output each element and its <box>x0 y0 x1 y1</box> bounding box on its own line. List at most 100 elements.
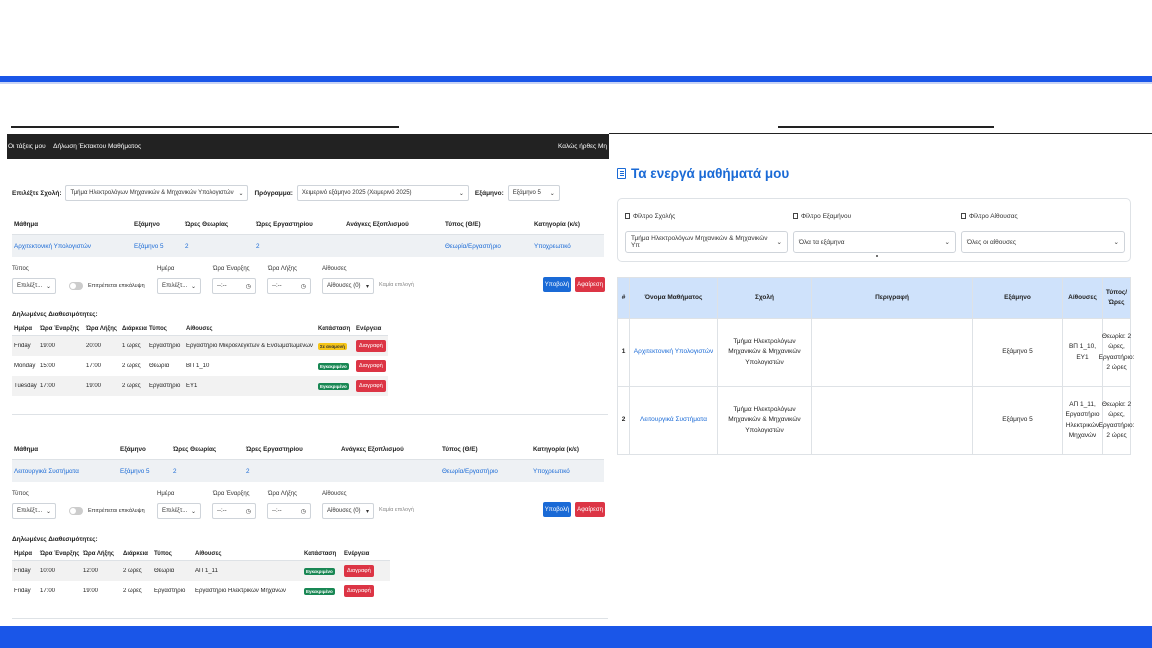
type-select[interactable]: Επιλέξτ... ⌄ <box>12 278 56 294</box>
slot-header-cell: Ενέργεια <box>344 550 370 557</box>
bottom-accent-band <box>0 626 1152 648</box>
slot-header-cell: Κατάσταση <box>318 325 351 332</box>
end-time-input[interactable]: --:-- ◷ <box>267 278 311 294</box>
slot-header-cell: Ώρα Έναρξης <box>40 550 80 557</box>
slot-header-cell: Ενέργεια <box>356 325 382 332</box>
chevron-down-icon: ⌄ <box>1113 239 1119 246</box>
school-filter-label: Φίλτρο Σχολής <box>625 213 675 220</box>
delete-button[interactable]: Διαγραφή <box>344 565 374 577</box>
rooms-select[interactable]: Αίθουσες (0) ▾ <box>322 503 374 519</box>
row-name[interactable]: Λειτουργικά Συστήματα <box>630 387 718 454</box>
start-label: Ώρα Έναρξης <box>213 491 250 497</box>
slot-rooms: ΑΠ 1_11 <box>195 568 218 574</box>
top-accent-band <box>0 76 1152 82</box>
semester-filter-label: Φίλτρο Εξαμήνου <box>793 213 851 220</box>
section-divider <box>12 414 608 415</box>
day-select[interactable]: Επιλέξτ... ⌄ <box>157 278 201 294</box>
course-name[interactable]: Λειτουργικά Συστήματα <box>14 467 79 475</box>
delete-button[interactable]: Διαγραφή <box>356 340 386 352</box>
semester-select[interactable]: Εξάμηνο 5 ⌄ <box>507 185 560 201</box>
room-filter-select[interactable]: Όλες οι αίθουσες ⌄ <box>961 231 1125 253</box>
overlap-toggle[interactable] <box>69 507 83 515</box>
reset-button[interactable]: Αφαίρεση <box>575 277 605 292</box>
slot-header-cell: Αίθουσες <box>186 325 213 332</box>
top-accent-shadow <box>0 82 1152 84</box>
delete-button[interactable]: Διαγραφή <box>356 360 386 372</box>
slot-header-cell: Ώρα Έναρξης <box>40 325 80 332</box>
type-label: Τύπος <box>12 266 29 272</box>
status-cell: Εγκεκριμένο <box>302 567 342 575</box>
slot-type: Εργαστήριο <box>149 343 181 349</box>
row-name[interactable]: Αρχιτεκτονική Υπολογιστών <box>630 319 718 386</box>
row-rooms: ΑΠ 1_11, Εργαστήριο Ηλεκτρικών Μηχανών <box>1063 387 1103 454</box>
program-select[interactable]: Χειμερινό εξάμηνο 2025 (Χειμερινό 2025) ⌄ <box>296 185 469 201</box>
header-cell: Όνομα Μαθήματος <box>630 278 718 318</box>
slot-start: 10:00 <box>40 568 56 574</box>
table-row: Friday 19:00 20:00 1 ώρες Εργαστήριο Εργαστήρ… <box>12 336 388 356</box>
slots-table-header: Ημέρα Ώρα Έναρξης Ώρα Λήξης Διάρκεια Τύπος Αί… <box>12 547 390 561</box>
rooms-select[interactable]: Αίθουσες (0) ▾ <box>322 278 374 294</box>
status-badge: Εγκεκριμένο <box>304 567 335 575</box>
row-school: Τμήμα Ηλεκτρολόγων Μηχανικών & Μηχανικών… <box>718 319 812 386</box>
overlap-toggle[interactable] <box>69 282 83 290</box>
submit-button[interactable]: Υποβολή <box>543 502 571 517</box>
header-cell: Σχολή <box>718 278 812 318</box>
slot-rooms: ΒΠ 1_10 <box>186 363 210 369</box>
reset-button[interactable]: Αφαίρεση <box>575 502 605 517</box>
nav-link-extra-course[interactable]: Δήλωση Έκτακτου Μαθήματος <box>53 143 142 150</box>
chevron-down-icon: ⌄ <box>944 239 950 246</box>
slots-table-2: Ημέρα Ώρα Έναρξης Ώρα Λήξης Διάρκεια Τύπος Αί… <box>12 547 390 601</box>
slot-type: Εργαστήριο <box>149 383 181 389</box>
clock-icon: ◷ <box>245 508 251 515</box>
header-cell: Αίθουσες <box>1063 278 1103 318</box>
clock-icon: ◷ <box>300 508 306 515</box>
start-time-input[interactable]: --:-- ◷ <box>212 503 256 519</box>
active-courses-screenshot: Τα ενεργά μαθήματά μου Φίλτρο Σχολής Τμή… <box>612 156 1136 466</box>
start-time-input[interactable]: --:-- ◷ <box>212 278 256 294</box>
slot-duration: 1 ώρες <box>122 343 141 349</box>
cursor-dot <box>876 255 878 257</box>
semester-label: Εξάμηνο: <box>474 189 504 197</box>
slot-rooms: Εργαστήριο Μικροελεγκτών & Ενσωματωμένων <box>186 343 313 349</box>
action-cell: Διαγραφή <box>354 360 388 372</box>
table-row: Monday 15:00 17:00 2 ώρες Θεωρία ΒΠ 1_10 Εγκεκ… <box>12 356 388 376</box>
slot-day: Tuesday <box>14 383 37 389</box>
slot-duration: 2 ώρες <box>122 383 141 389</box>
slot-end: 12:00 <box>83 568 99 574</box>
school-filter-select[interactable]: Τμήμα Ηλεκτρολόγων Μηχανικών & Μηχανικών… <box>625 231 788 253</box>
status-cell: Εγκεκριμένο <box>302 587 342 595</box>
row-num: 2 <box>618 387 630 454</box>
header-cell: # <box>618 278 630 318</box>
end-time-input[interactable]: --:-- ◷ <box>267 503 311 519</box>
nav-link-my-classes[interactable]: Οι τάξεις μου <box>8 143 46 150</box>
day-select[interactable]: Επιλέξτ... ⌄ <box>157 503 201 519</box>
table-row: Friday 17:00 19:00 2 ώρες Εργαστήριο Εργαστήρ… <box>12 581 390 601</box>
slots-table-1: Ημέρα Ώρα Έναρξης Ώρα Λήξης Διάρκεια Τύπος Αί… <box>12 322 388 396</box>
navbar: Οι τάξεις μου Δήλωση Έκτακτου Μαθήματος … <box>7 134 609 159</box>
no-selection-text: Καμία επιλογή <box>379 282 414 288</box>
delete-button[interactable]: Διαγραφή <box>356 380 386 392</box>
greeting: Καλώς ήρθες Μη <box>558 143 607 150</box>
slot-duration: 2 ώρες <box>123 588 142 594</box>
no-selection-text: Καμία επιλογή <box>379 507 414 513</box>
end-label: Ώρα Λήξης <box>268 266 297 272</box>
chevron-down-icon: ⌄ <box>458 190 464 197</box>
action-cell: Διαγραφή <box>354 340 388 352</box>
school-select[interactable]: Τμήμα Ηλεκτρολόγων Μηχανικών & Μηχανικών… <box>65 185 249 201</box>
submit-button[interactable]: Υποβολή <box>543 277 571 292</box>
slot-end: 19:00 <box>83 588 99 594</box>
day-label: Ημέρα <box>157 491 175 497</box>
start-label: Ώρα Έναρξης <box>213 266 250 272</box>
slot-header-cell: Ημέρα <box>14 325 33 332</box>
type-select[interactable]: Επιλέξτ... ⌄ <box>12 503 56 519</box>
calendar-icon <box>793 213 798 220</box>
slot-header-cell: Αίθουσες <box>195 550 222 557</box>
row-num: 1 <box>618 319 630 386</box>
status-cell: Σε αναμονή <box>316 342 354 350</box>
right-panel-top-border <box>609 133 1152 134</box>
delete-button[interactable]: Διαγραφή <box>344 585 374 597</box>
journal-icon <box>617 168 626 179</box>
semester-filter-select[interactable]: Όλα τα εξάμηνα ⌄ <box>793 231 956 253</box>
course-table-2: Μάθημα Εξάμηνο Ώρες Θεωρίας Ώρες Εργαστη… <box>12 440 604 482</box>
course-name[interactable]: Αρχιτεκτονική Υπολογιστών <box>14 242 91 250</box>
